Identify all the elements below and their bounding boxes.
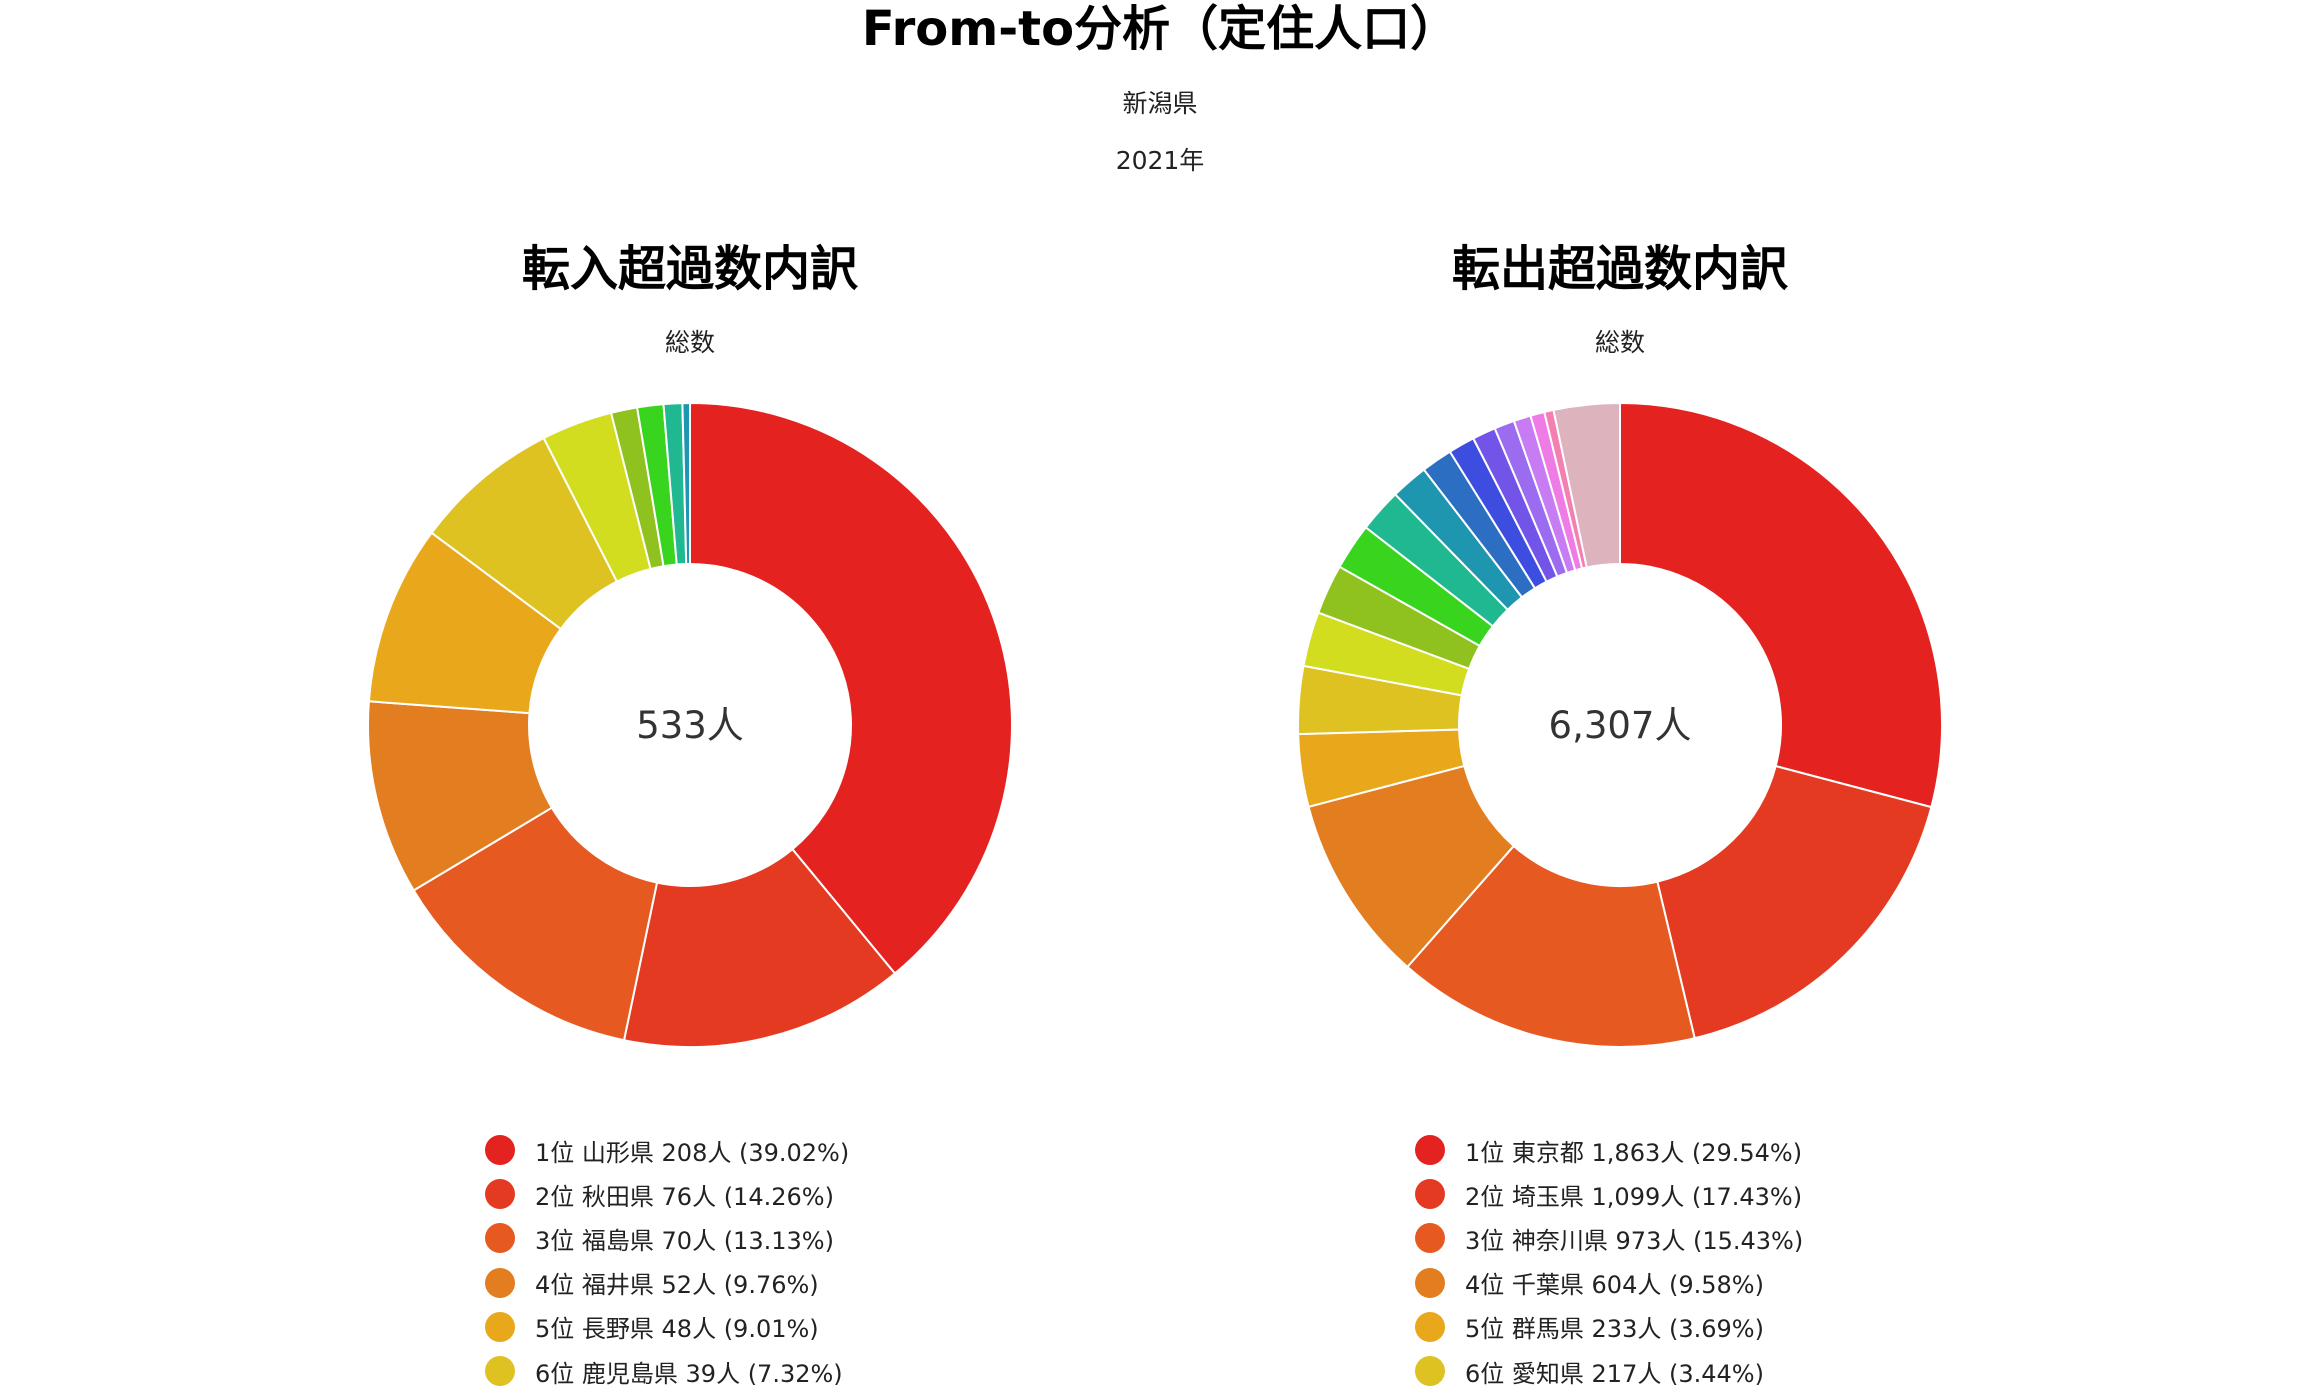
legend-color-icon: [485, 1135, 515, 1166]
legend-color-icon: [1415, 1135, 1445, 1166]
legend-item[interactable]: 1位 山形県 208人 (39.02%): [485, 1128, 849, 1172]
legend-label: 2位 秋田県 76人 (14.26%): [535, 1182, 834, 1211]
legend-label: 3位 福島県 70人 (13.13%): [535, 1226, 834, 1255]
legend-color-icon: [485, 1223, 515, 1254]
legend-label: 5位 長野県 48人 (9.01%): [535, 1315, 819, 1344]
outflow-chart-subtitle: 総数: [1594, 328, 1645, 357]
donut-slice-19[interactable]: [1552, 401, 1621, 569]
donut-slice-1[interactable]: [1619, 401, 1943, 809]
donut-slice-2[interactable]: [1656, 764, 1933, 1040]
legend-item[interactable]: 1位 東京都 1,863人 (29.54%): [1415, 1128, 1803, 1172]
legend-label: 1位 東京都 1,863人 (29.54%): [1465, 1138, 1803, 1167]
legend-label: 1位 山形県 208人 (39.02%): [535, 1138, 850, 1167]
donut-center-total: 6,307人: [1549, 704, 1692, 747]
page-title: From-to分析（定住人口）: [861, 1, 1459, 57]
legend-label: 6位 愛知県 217人 (3.44%): [1465, 1359, 1764, 1388]
legend-color-icon: [485, 1311, 515, 1342]
legend-label: 4位 千葉県 604人 (9.58%): [1465, 1271, 1764, 1300]
donut-slice-3[interactable]: [412, 806, 659, 1042]
donut-slice-11[interactable]: [681, 401, 691, 566]
legend-label: 2位 埼玉県 1,099人 (17.43%): [1465, 1182, 1803, 1211]
legend-label: 4位 福井県 52人 (9.76%): [535, 1271, 819, 1300]
legend-label: 3位 神奈川県 973人 (15.43%): [1465, 1226, 1804, 1255]
inflow-chart-subtitle: 総数: [664, 328, 715, 357]
prefecture-label: 新潟県: [1122, 89, 1198, 118]
year-label: 2021年: [1115, 146, 1205, 175]
legend-color-icon: [1415, 1356, 1445, 1387]
legend-item[interactable]: 5位 長野県 48人 (9.01%): [485, 1305, 849, 1349]
legend-item[interactable]: 3位 神奈川県 973人 (15.43%): [1415, 1216, 1803, 1260]
donut-slice-3[interactable]: [1406, 844, 1696, 1048]
legend-label: 5位 群馬県 233人 (3.69%): [1465, 1315, 1764, 1344]
legend-item[interactable]: 2位 埼玉県 1,099人 (17.43%): [1415, 1172, 1803, 1216]
legend-item[interactable]: 6位 鹿児島県 39人 (7.32%): [485, 1349, 849, 1393]
legend-color-icon: [1415, 1179, 1445, 1210]
legend-color-icon: [1415, 1267, 1445, 1298]
inflow-chart-title: 転入超過数内訳: [521, 241, 858, 297]
donut-center-total: 533人: [636, 704, 744, 747]
legend-color-icon: [485, 1267, 515, 1298]
outflow-panel: 転出超過数内訳 総数 6,307人 1位 東京都 1,863人 (29.54%)…: [1060, 240, 2180, 1398]
legend-color-icon: [485, 1179, 515, 1210]
legend-item[interactable]: 4位 千葉県 604人 (9.58%): [1415, 1261, 1803, 1305]
legend-item[interactable]: 5位 群馬県 233人 (3.69%): [1415, 1305, 1803, 1349]
inflow-donut-chart: 533人: [367, 401, 1013, 1048]
legend-item[interactable]: 3位 福島県 70人 (13.13%): [485, 1216, 849, 1260]
donut-slice-2[interactable]: [622, 847, 897, 1048]
legend-item[interactable]: 6位 愛知県 217人 (3.44%): [1415, 1349, 1803, 1393]
legend-label: 6位 鹿児島県 39人 (7.32%): [535, 1359, 843, 1388]
outflow-chart-title: 転出超過数内訳: [1451, 241, 1788, 297]
legend-color-icon: [1415, 1223, 1445, 1254]
legend-color-icon: [1415, 1311, 1445, 1342]
legend-item[interactable]: 2位 秋田県 76人 (14.26%): [485, 1172, 849, 1216]
inflow-panel: 転入超過数内訳 総数 533人 1位 山形県 208人 (39.02%) 2位 秋…: [130, 240, 1250, 1398]
outflow-donut-chart: 6,307人: [1297, 401, 1943, 1048]
legend-color-icon: [485, 1356, 515, 1387]
outflow-legend: 1位 東京都 1,863人 (29.54%) 2位 埼玉県 1,099人 (17.…: [1415, 1128, 1803, 1393]
legend-item[interactable]: 4位 福井県 52人 (9.76%): [485, 1261, 849, 1305]
donut-slice-1[interactable]: [689, 401, 1013, 975]
inflow-legend: 1位 山形県 208人 (39.02%) 2位 秋田県 76人 (14.26%) 3…: [485, 1128, 849, 1393]
